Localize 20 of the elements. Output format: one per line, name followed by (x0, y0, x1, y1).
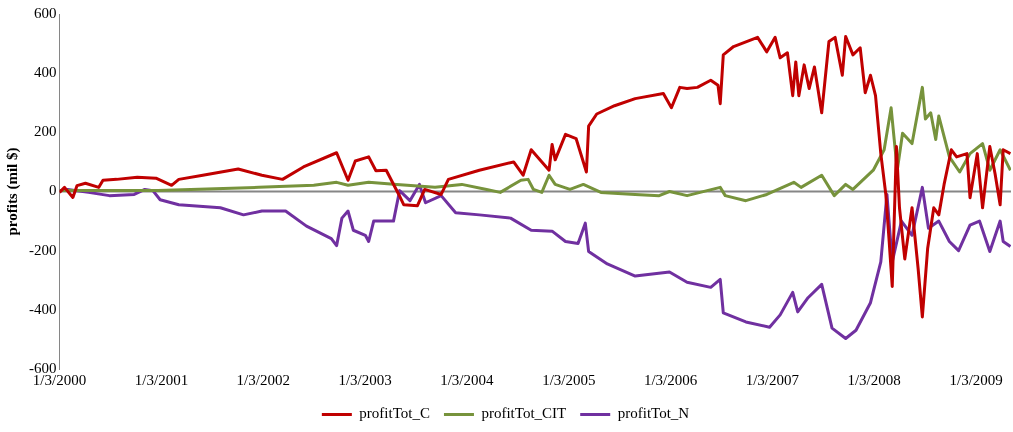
y-tick-label: 200 (34, 123, 57, 140)
x-tick-label: 1/3/2009 (949, 371, 1003, 388)
x-tick-label: 1/3/2006 (643, 371, 698, 388)
y-tick-label: 400 (34, 64, 57, 81)
x-tick-label: 1/3/2005 (542, 371, 596, 388)
x-tick-label: 1/3/2001 (134, 371, 189, 388)
y-tick-label: -200 (29, 241, 57, 258)
x-tick-label: 1/3/2002 (236, 371, 290, 388)
legend-label: profitTot_C (359, 405, 430, 422)
y-tick-label: 0 (49, 182, 57, 199)
legend-label: profitTot_CIT (481, 405, 567, 422)
legend-label: profitTot_N (617, 405, 690, 422)
y-tick-label: -400 (29, 300, 57, 317)
x-tick-label: 1/3/2008 (847, 371, 901, 388)
y-tick-label: 600 (34, 4, 57, 21)
y-tick-label: -600 (29, 359, 57, 376)
x-tick-label: 1/3/2003 (338, 371, 392, 388)
y-axis-title: profits (mil $) (3, 147, 21, 236)
x-tick-label: 1/3/2004 (440, 371, 494, 388)
x-tick-label: 1/3/2007 (745, 371, 800, 388)
